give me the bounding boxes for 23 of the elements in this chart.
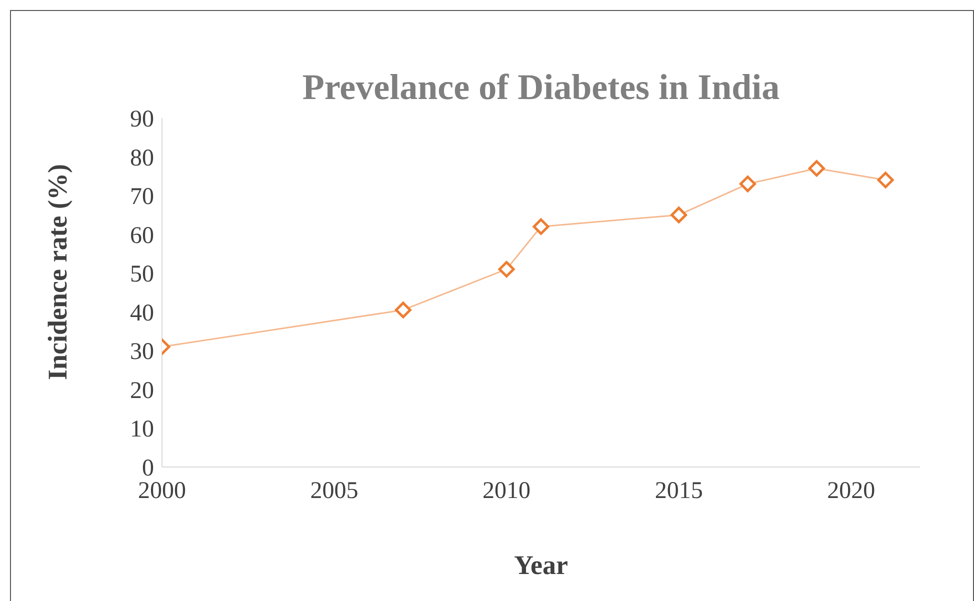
point (670, 206, 688, 224)
x-tick-label: 2015 (654, 478, 703, 504)
y-tick-label: 30 (130, 339, 154, 366)
y-axis-title: Incidence rate (%) (42, 164, 74, 380)
y-tick-label: 90 (130, 106, 154, 133)
x-tick-label: 2020 (827, 478, 876, 504)
x-tick-label: 2010 (482, 478, 531, 504)
y-tick-label: 10 (130, 416, 154, 443)
y-tick-label: 70 (130, 184, 154, 210)
y-tick-label: 60 (130, 222, 154, 249)
y-tick-label: 80 (130, 145, 154, 172)
point (808, 160, 825, 177)
point (498, 260, 515, 278)
y-tick-label: 40 (130, 300, 154, 326)
x-tick-label: 2005 (310, 478, 358, 504)
y-tick-label: 50 (130, 262, 154, 288)
y-tick-label: 20 (130, 378, 154, 404)
point (394, 302, 412, 318)
point (532, 218, 550, 235)
point (877, 172, 894, 188)
x-axis-title: Year (513, 550, 569, 581)
point (739, 176, 756, 192)
chart-title: Prevelance of Diabetes in India (301, 66, 781, 108)
